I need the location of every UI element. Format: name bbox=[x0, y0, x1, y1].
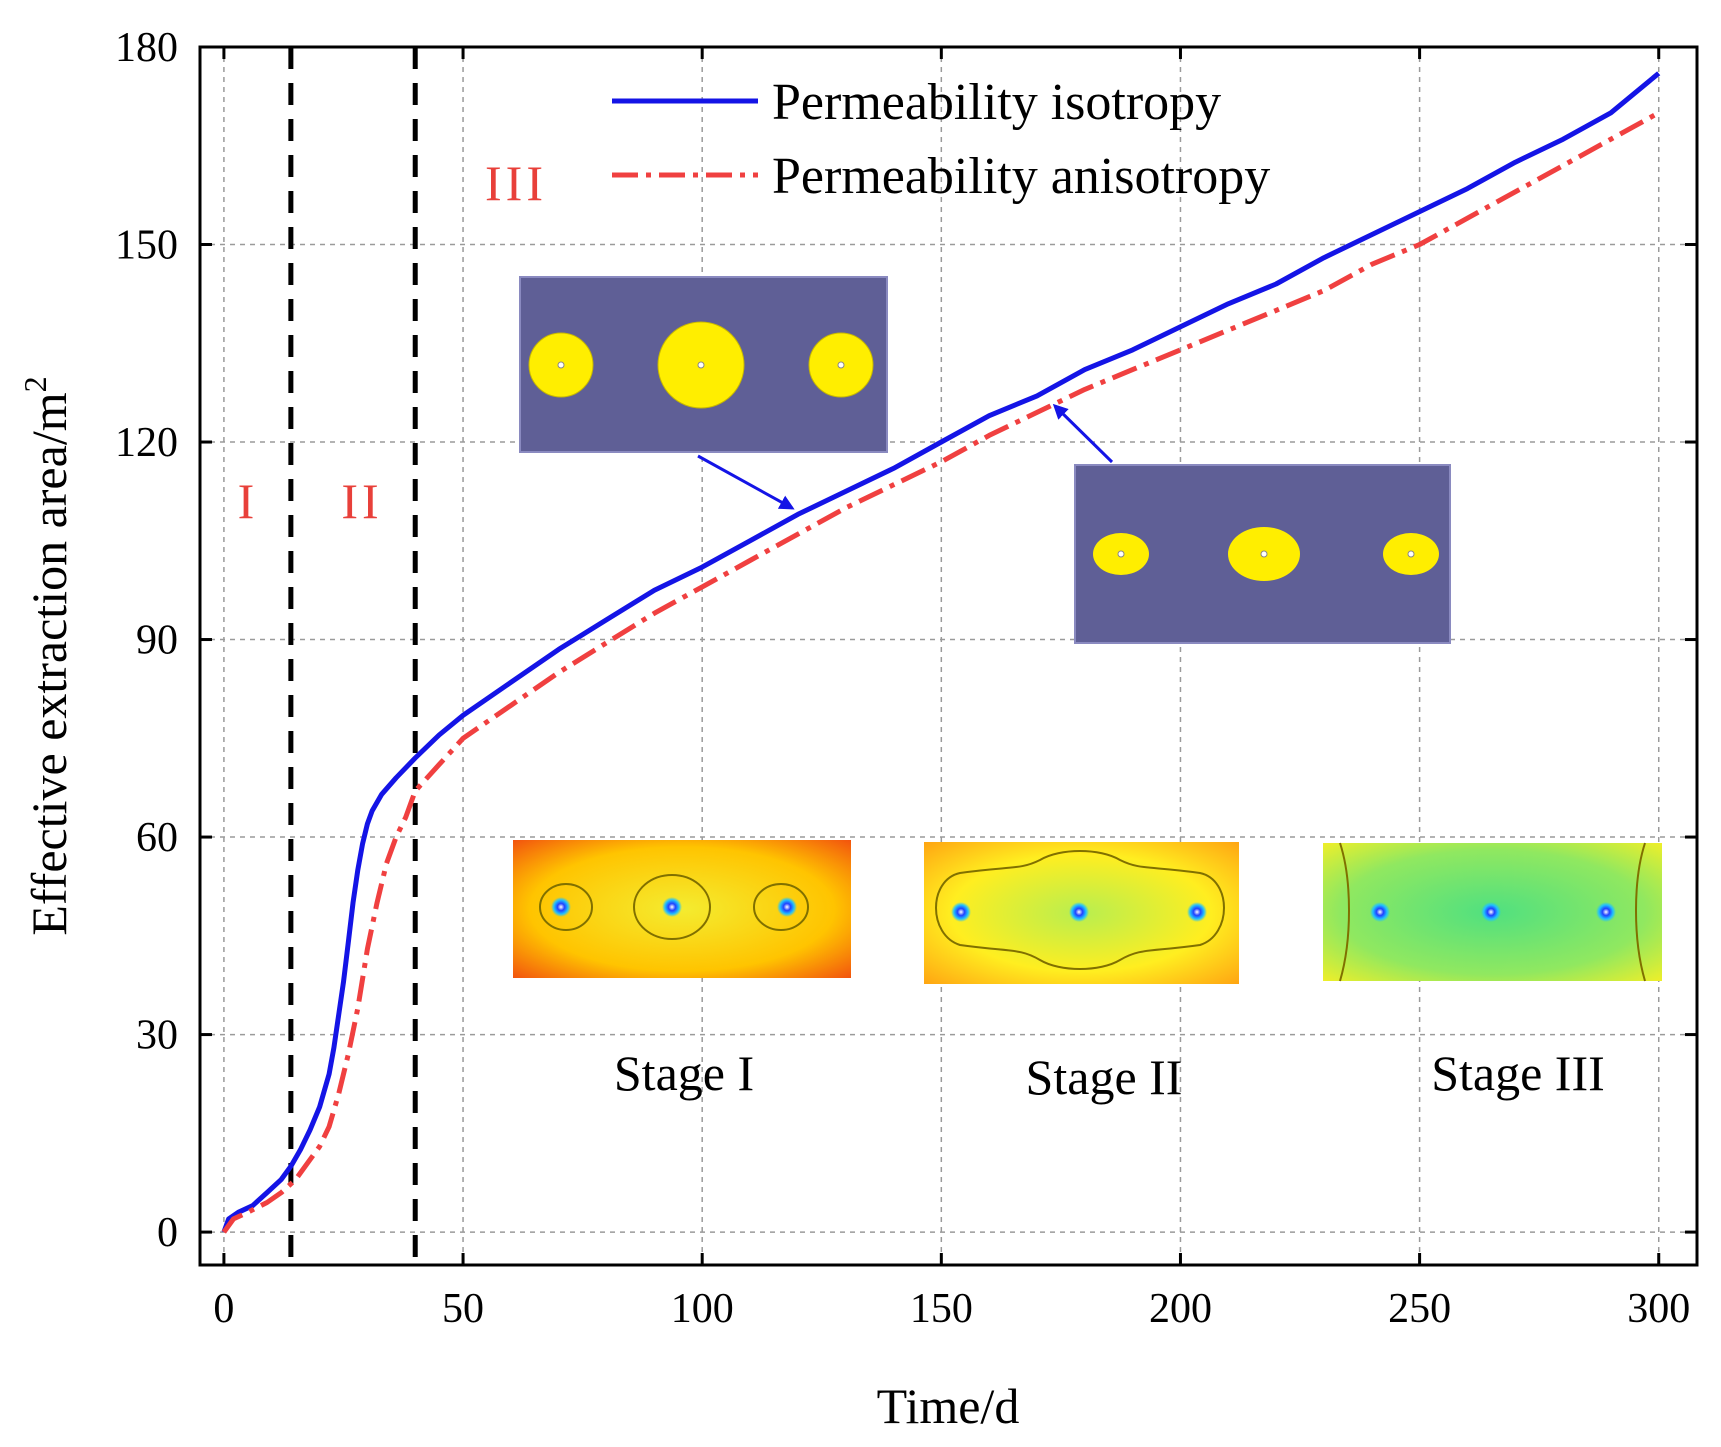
inset-isotropy-arrow bbox=[697, 454, 795, 510]
series-line-isotropy bbox=[221, 71, 1661, 1233]
inset-anisotropy-arrow bbox=[1052, 403, 1114, 464]
stage-label-1: Stage I bbox=[614, 1045, 754, 1101]
x-tick-label: 150 bbox=[910, 1286, 973, 1332]
y-tick-label: 30 bbox=[136, 1013, 178, 1059]
legend: Permeability isotropy Permeability aniso… bbox=[612, 74, 1270, 205]
y-tick-label: 0 bbox=[157, 1210, 178, 1256]
series-line-anisotropy bbox=[221, 110, 1660, 1234]
y-tick-label: 60 bbox=[136, 815, 178, 861]
y-tick-label: 180 bbox=[115, 25, 178, 71]
ticks: 0 50 100 150 200 250 300 0 30 60 90 120 150 180 bbox=[115, 25, 1697, 1332]
x-tick-label: 100 bbox=[671, 1286, 734, 1332]
x-tick-label: 300 bbox=[1627, 1286, 1690, 1332]
inset-stage-3 bbox=[1323, 842, 1662, 982]
y-tick-label: 150 bbox=[115, 223, 178, 269]
legend-label-isotropy: Permeability isotropy bbox=[772, 74, 1221, 131]
x-axis-title: Time/d bbox=[877, 1378, 1020, 1434]
inset-isotropy-zones bbox=[519, 276, 888, 453]
y-tick-label: 120 bbox=[115, 420, 178, 466]
legend-label-anisotropy: Permeability anisotropy bbox=[772, 148, 1270, 205]
y-axis-title-group: Effective extraction area/m2 bbox=[17, 376, 77, 935]
region-label-3: III bbox=[485, 155, 547, 211]
inset-stage-1 bbox=[513, 840, 851, 978]
y-axis-title-superscript: 2 bbox=[17, 376, 53, 392]
y-axis-title: Effective extraction area/m bbox=[21, 392, 77, 935]
inset-stage-2 bbox=[924, 842, 1239, 984]
x-tick-label: 50 bbox=[442, 1286, 484, 1332]
inset-anisotropy-zones bbox=[1074, 464, 1451, 644]
y-tick-label: 90 bbox=[136, 618, 178, 664]
grid bbox=[200, 46, 1697, 1265]
stage-label-3: Stage III bbox=[1431, 1045, 1605, 1101]
series-lines bbox=[221, 71, 1661, 1234]
x-tick-label: 0 bbox=[213, 1286, 234, 1332]
region-label-2: II bbox=[341, 473, 382, 529]
stage-dividers bbox=[288, 47, 418, 1265]
svg-text:Effective extraction area/m2: Effective extraction area/m2 bbox=[17, 376, 77, 935]
region-label-1: I bbox=[238, 473, 259, 529]
stage-label-2: Stage II bbox=[1026, 1049, 1183, 1105]
plot-frame bbox=[198, 45, 1699, 1267]
x-tick-label: 200 bbox=[1149, 1286, 1212, 1332]
x-tick-label: 250 bbox=[1388, 1286, 1451, 1332]
